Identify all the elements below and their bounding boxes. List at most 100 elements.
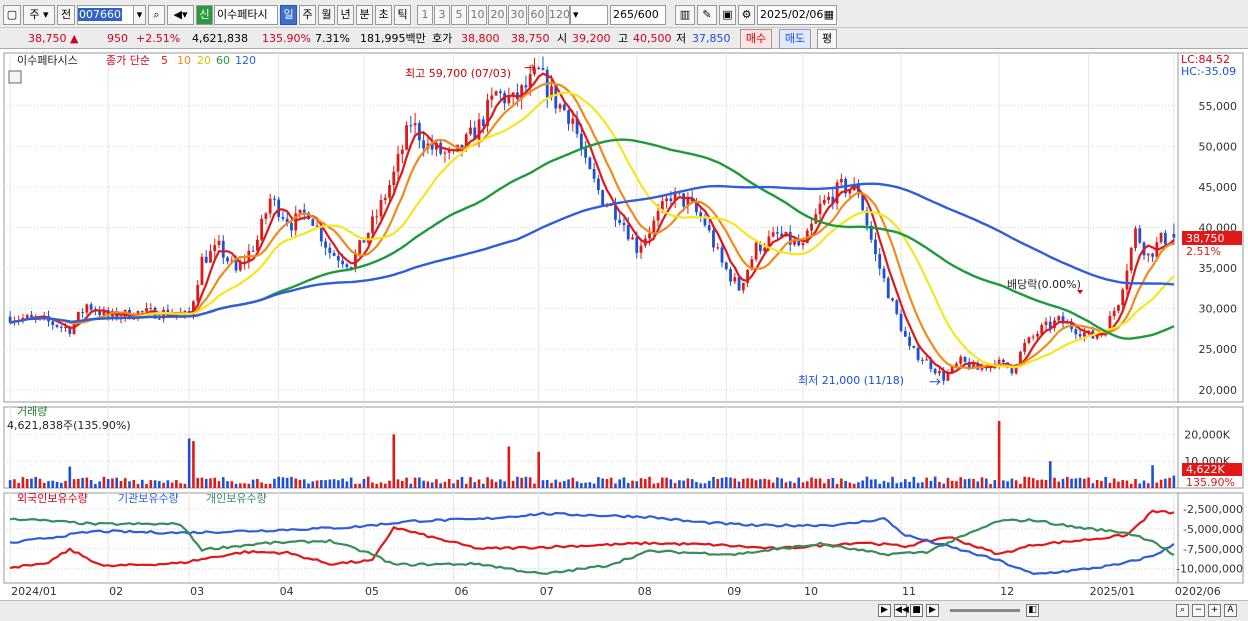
stop-icon[interactable]: ■ [910,604,923,617]
volume-bar [413,477,417,488]
volume-tick-label: 20,000K [1184,428,1230,441]
candle-body [290,222,293,231]
settings-gear-icon[interactable]: ⚙ [738,5,755,25]
stock-code-input[interactable]: 007660 [77,5,135,25]
average-button[interactable]: 평 [817,29,837,49]
code-dropdown-button[interactable]: ▾ [133,5,146,25]
candle-body [763,247,767,252]
flow-title-foreign: 외국인보유수량 [17,492,88,505]
zoom-slider[interactable] [950,609,1020,612]
count-button[interactable]: 20 [488,5,507,25]
calendar-icon[interactable]: ▦ [823,8,834,21]
candle-body [1053,320,1056,328]
period-button[interactable]: 분 [356,5,373,25]
save-icon[interactable]: ▣ [719,5,736,25]
count-button[interactable]: 1 [417,5,433,25]
period-button[interactable]: 틱 [394,5,411,25]
volume-bar [102,476,106,488]
candle-body [1010,367,1014,374]
volume-bar [895,483,899,488]
period-button[interactable]: 주 [299,5,316,25]
count-button[interactable]: 3 [434,5,450,25]
volume-bar [963,479,967,488]
volume-bar [865,476,869,488]
period-button[interactable]: 년 [337,5,354,25]
price-tick-label: 30,000 [1199,303,1238,316]
sell-button[interactable]: 매도 [779,29,811,49]
candle-body [818,203,822,215]
volume-bar [89,479,93,488]
volume-bar [388,480,391,488]
volume-bar [1019,483,1022,488]
market-select[interactable]: 주 ▾ [23,5,55,25]
volume-bar [673,483,677,488]
zoom-reset-icon[interactable]: ◧ [1026,604,1039,617]
volume-bar [882,480,886,488]
volume-bar [605,479,609,488]
volume-bar [1134,478,1137,488]
candle-body [874,239,877,255]
volume-bar [737,481,741,488]
candle-body [686,197,690,207]
stock-chart[interactable]: 20,00025,00030,00035,00040,00045,00050,0… [0,50,1248,600]
legend-ma5: 5 [161,54,168,67]
compare-button[interactable]: 전 [57,5,75,25]
new-badge: 신 [196,5,213,25]
volume-bar [209,478,212,488]
speaker-icon[interactable]: ◀▾ [167,5,194,25]
ma-line-ma20 [9,91,1175,369]
layout-icon[interactable]: ▢ [3,5,21,25]
volume-bar [123,478,127,488]
candle-body [831,196,835,204]
count-button[interactable]: 120 [548,5,570,25]
volume-bar [588,482,592,488]
volume-bar [567,479,570,488]
plus-icon[interactable]: + [1208,604,1221,617]
volume-bar [460,477,464,488]
period-button[interactable]: 초 [375,5,392,25]
volume-bar [720,477,724,488]
max-arrow [524,64,536,71]
volume-bar [545,479,549,488]
volume-bar [234,483,238,488]
candle-body [464,134,468,150]
volume-bar [955,481,958,488]
search-icon[interactable]: ⌕ [148,5,165,25]
volume-value: 4,621,838주(135.90%) [7,419,131,432]
zoom-in-icon[interactable]: ⌕ [1176,604,1189,617]
count-button[interactable]: 10 [468,5,487,25]
date-field[interactable]: 2025/02/06 ▦ [757,5,837,25]
flow-title-indiv: 개인보유수량 [206,492,267,505]
volume-bar [699,483,703,488]
draw-tool-icon[interactable]: ✎ [697,5,717,25]
volume-bar [371,482,374,488]
last-price-box [1182,231,1242,245]
panel-toggle-icon[interactable] [8,70,22,84]
volume-bar [869,479,873,488]
volume-bar [196,477,199,488]
count-button[interactable]: 30 [508,5,527,25]
period-button[interactable]: 일 [280,5,297,25]
period-button[interactable]: 월 [318,5,335,25]
font-size-icon[interactable]: A [1224,604,1237,617]
count-field[interactable]: 265/600 [610,5,666,25]
play-icon[interactable]: ▶ [926,604,939,617]
buy-button[interactable]: 매수 [740,29,772,49]
volume-bar [967,478,971,488]
minus-icon[interactable]: − [1192,604,1205,617]
count-select[interactable]: ▾ [570,5,608,25]
stock-name-field[interactable]: 이수페타시 [214,5,278,25]
volume-bar [418,477,421,488]
chart-type-icon[interactable]: ▥ [675,5,695,25]
candle-body [554,86,558,109]
volume-bar [886,482,890,488]
price-tick-label: 55,000 [1199,100,1238,113]
count-button[interactable]: 5 [451,5,467,25]
volume-bar [793,482,796,488]
rewind-icon[interactable]: ◀◀ [894,604,909,617]
scroll-right-icon[interactable]: ▶ [878,604,891,617]
volume-bar [810,477,813,488]
candle-body [899,313,903,331]
candle-body [673,191,677,202]
count-button[interactable]: 60 [528,5,547,25]
